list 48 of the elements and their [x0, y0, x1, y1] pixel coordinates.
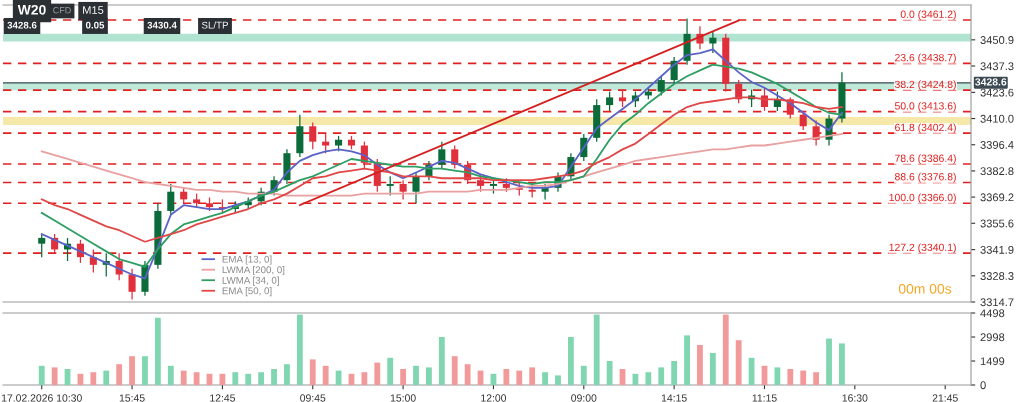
y-tick-label: 0	[980, 381, 986, 390]
annotation: 00m 00s	[898, 283, 952, 294]
annotation: M15	[83, 6, 104, 14]
legend-label: LWMA [34, 0]	[222, 276, 279, 286]
ref-line-label: 0.0 (3461.2)	[900, 10, 956, 21]
x-tick-label: 21:45	[932, 394, 958, 402]
annotation: SL/TP	[201, 21, 228, 29]
y-tick-label: 3423.6	[980, 88, 1014, 97]
annotation: 3428.6	[7, 21, 37, 29]
y-tick-label: 3314.7	[980, 298, 1014, 307]
annotation: W20	[17, 4, 46, 15]
y-tick-label: 2998	[980, 333, 1005, 342]
y-tick-label: 3437.3	[980, 62, 1014, 71]
y-tick-label: 3355.6	[980, 219, 1014, 228]
legend-label: EMA [50, 0]	[222, 287, 272, 297]
x-tick-label: 14:15	[661, 394, 687, 402]
ref-line-label: 61.8 (3402.4)	[895, 123, 956, 134]
ref-line-label: 88.6 (3376.8)	[894, 172, 956, 183]
x-tick-label: 12:45	[210, 394, 236, 402]
ref-line-label: 78.6 (3386.4)	[895, 154, 956, 164]
y-tick-label: 4498	[980, 309, 1005, 318]
ref-line-label: 38.2 (3424.8)	[894, 80, 956, 91]
x-tick-label: 15:45	[119, 394, 145, 402]
legend-label: LWMA [200, 0]	[222, 266, 285, 276]
legend-label: EMA [13, 0]	[222, 255, 272, 265]
ref-line-label: 50.0 (3413.6)	[894, 101, 956, 112]
x-tick-label: 16:30	[842, 394, 868, 402]
ref-line-label: 100.0 (3366.0)	[889, 193, 956, 204]
ref-line-label: 127.2 (3340.1)	[889, 243, 956, 254]
annotation: 3430.4	[147, 21, 177, 29]
y-tick-label: 3382.8	[980, 167, 1014, 176]
x-tick-label: 09:00	[571, 394, 597, 402]
y-tick-label: 1499	[980, 357, 1005, 366]
annotation: CFD	[53, 7, 71, 14]
x-tick-label: 09:45	[300, 394, 326, 402]
y-tick-label: 3450.9	[980, 36, 1014, 44]
y-tick-label: 3369.2	[980, 193, 1014, 202]
x-tick-label: 15:00	[390, 394, 416, 402]
y-tick-label: 3396.4	[980, 141, 1014, 149]
y-tick-label: 3341.9	[980, 245, 1014, 254]
annotation: 0.05	[85, 21, 105, 29]
ref-line-label: 23.6 (3438.7)	[895, 53, 956, 64]
ref-line-label: 3428.6	[975, 78, 1007, 86]
x-tick-label: 12:00	[481, 394, 507, 402]
x-tick-label: 11:15	[752, 394, 777, 402]
y-tick-label: 3328.3	[980, 272, 1014, 280]
x-tick-label: 17.02.2026 10:30	[1, 394, 82, 402]
y-tick-label: 3410.0	[980, 114, 1014, 123]
